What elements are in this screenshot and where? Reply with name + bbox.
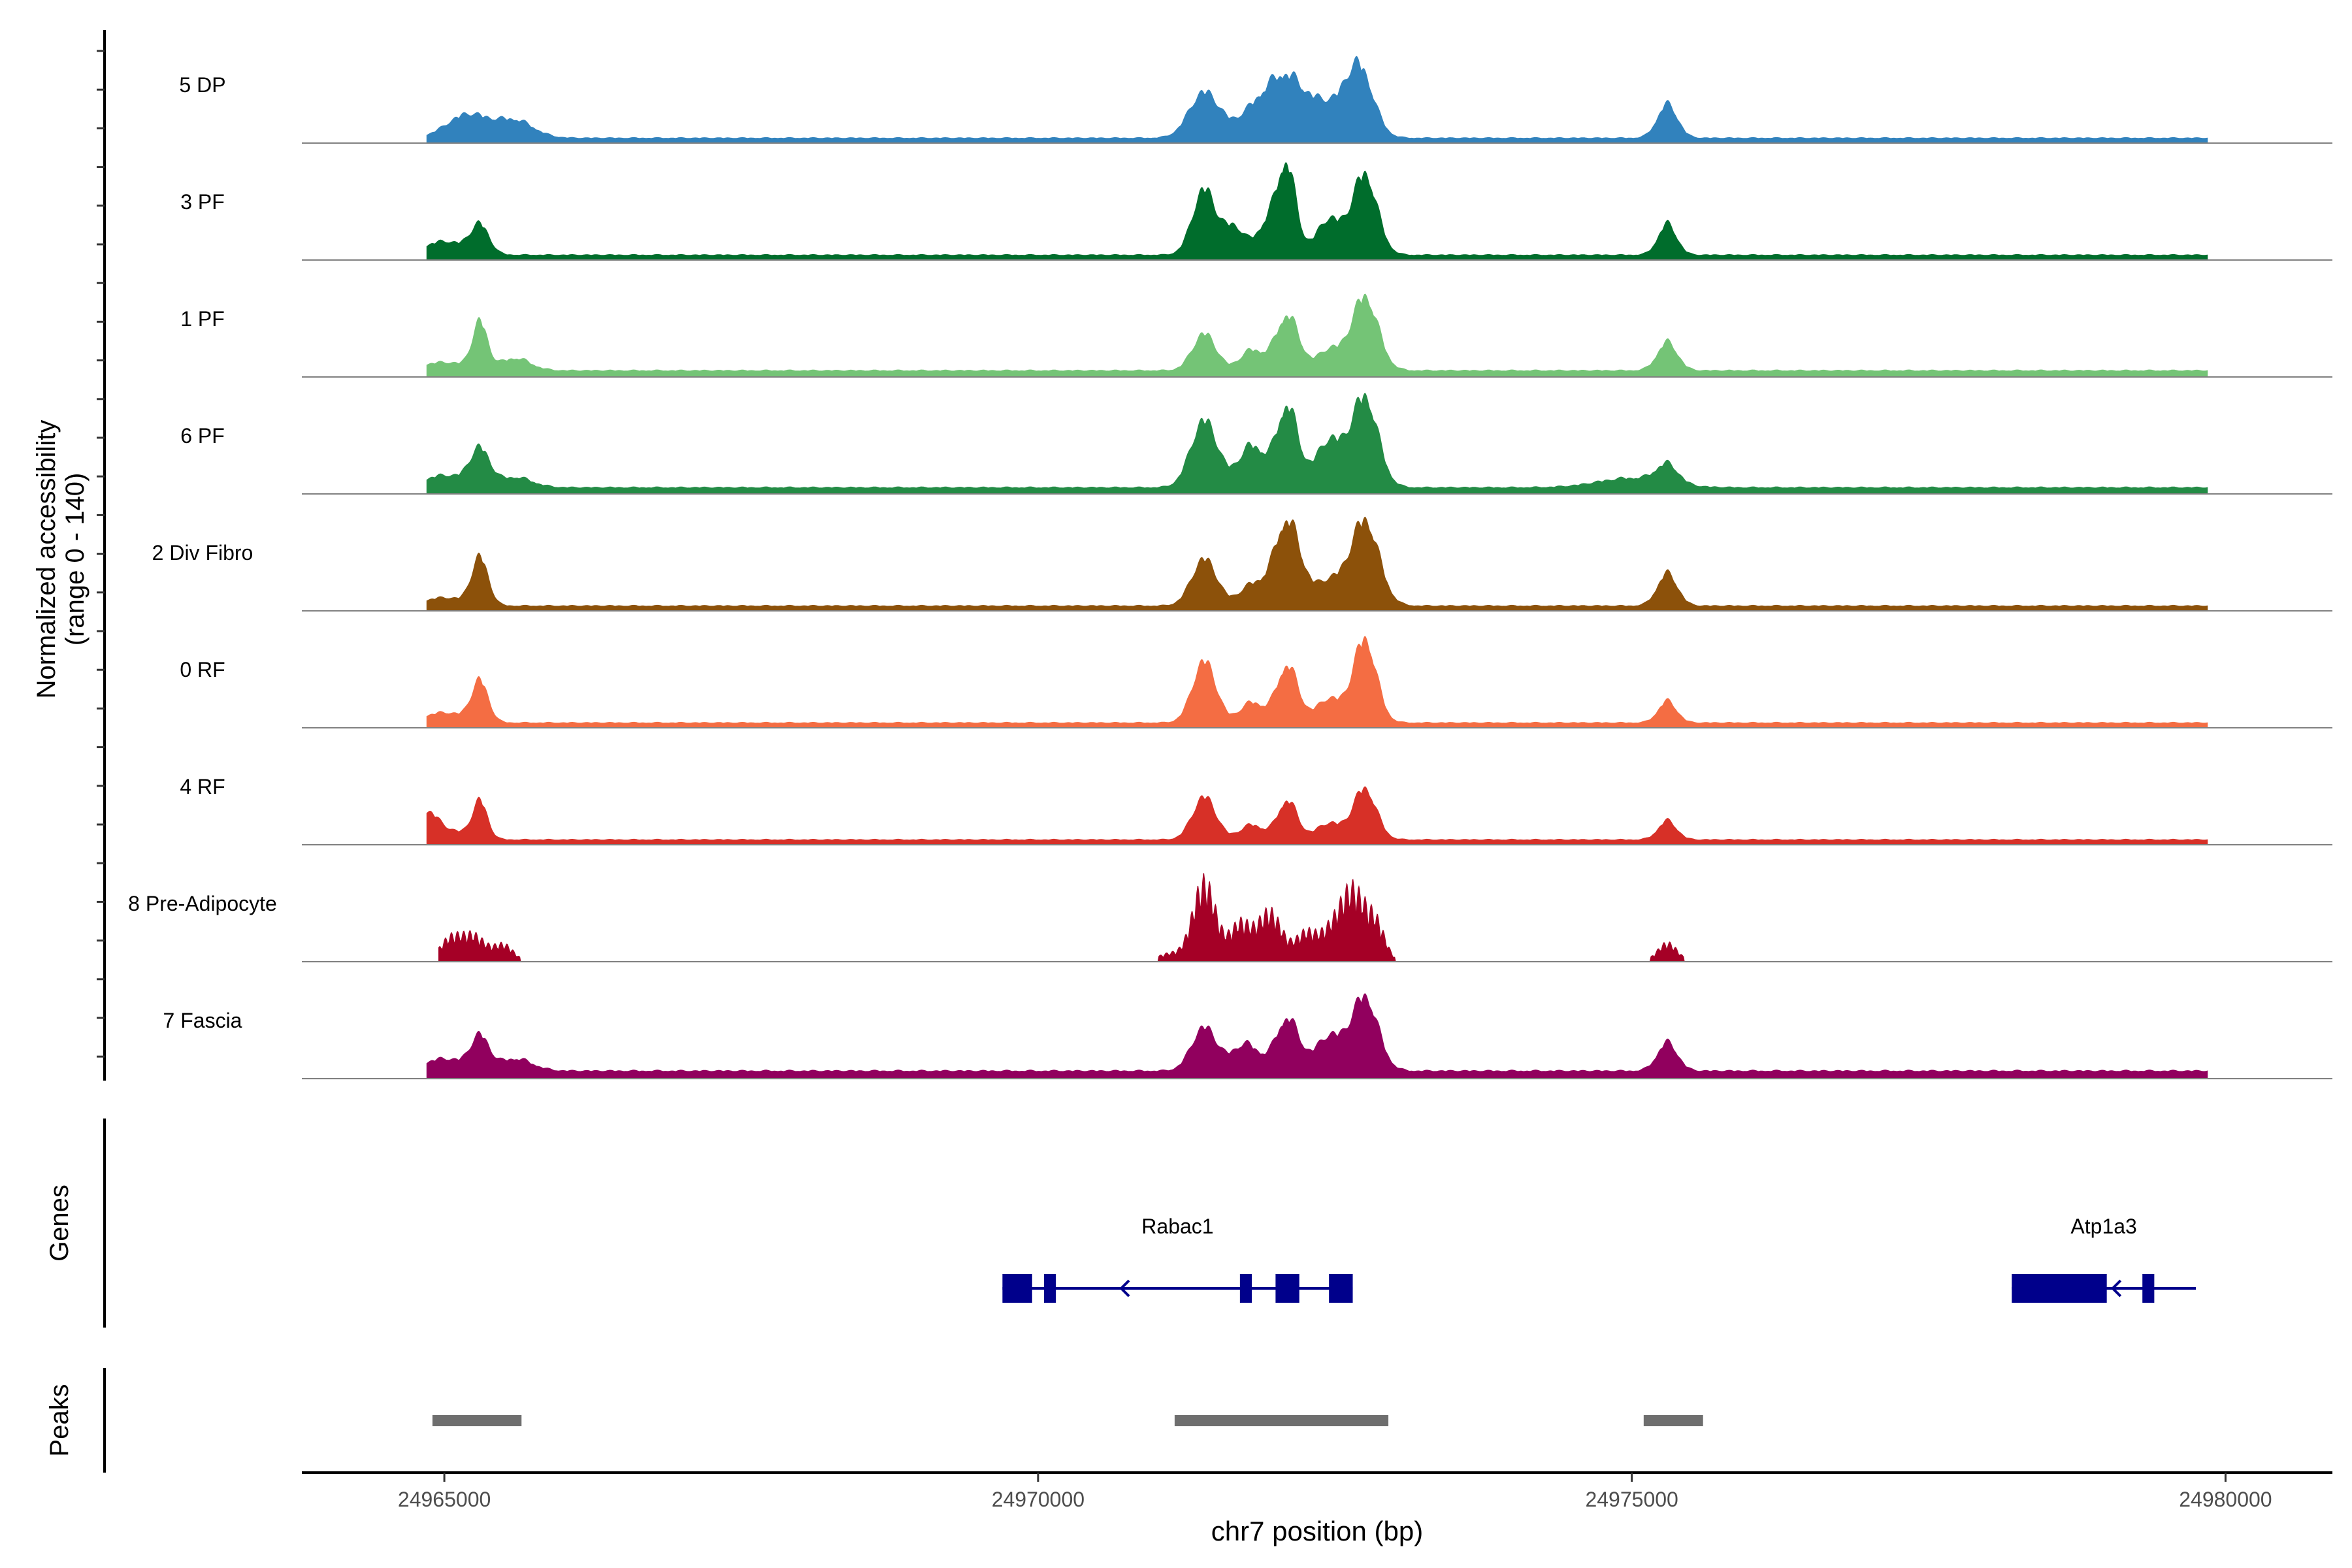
track-8: 8 Pre-Adipocyte: [128, 873, 2332, 962]
track-3: 1 PF: [180, 293, 2332, 378]
gene-exon: [1043, 1274, 1056, 1303]
strand-arrow: [1119, 1279, 1130, 1298]
genes-panel: Rabac1 Atp1a3: [1002, 1215, 2196, 1303]
track-label: 4 RF: [180, 775, 225, 798]
track-y-axis: [97, 30, 106, 1081]
track-5: 2 Div Fibro: [152, 516, 2332, 612]
coverage-tracks: 5 DP 3 PF 1 PF 6 PF 2 Div Fibro 0 RF 4 RF 8 Pre…: [128, 56, 2332, 1079]
coverage-area: [426, 516, 2208, 611]
gene-exon: [2142, 1274, 2155, 1303]
y-axis-label-range: (range 0 - 140): [61, 473, 90, 646]
x-tick-label: 24980000: [2179, 1488, 2272, 1511]
x-axis-ticks: 24965000 24970000 24975000 24980000: [398, 1473, 2272, 1511]
coverage-area: [438, 873, 2131, 962]
track-label: 1 PF: [180, 307, 225, 331]
track-9: 7 Fascia: [163, 993, 2332, 1079]
gene-exon: [1329, 1274, 1353, 1303]
track-label: 0 RF: [180, 658, 225, 681]
gene-label: Atp1a3: [2070, 1215, 2136, 1238]
track-6: 0 RF: [180, 636, 2332, 728]
x-tick-label: 24965000: [398, 1488, 491, 1511]
track-label: 6 PF: [180, 424, 225, 448]
track-label: 5 DP: [179, 73, 225, 97]
coverage-area: [426, 56, 2208, 143]
coverage-area: [426, 162, 2208, 260]
x-tick-label: 24970000: [992, 1488, 1085, 1511]
gene-exon: [1275, 1274, 1299, 1303]
track-2: 3 PF: [180, 162, 2332, 261]
peak-bar: [1643, 1415, 1703, 1426]
track-label: 2 Div Fibro: [152, 541, 253, 564]
gene-exon: [2012, 1274, 2107, 1303]
strand-arrow: [2110, 1279, 2122, 1298]
genes-panel-label: Genes: [45, 1184, 74, 1262]
track-label: 3 PF: [180, 190, 225, 214]
peaks-panel-label: Peaks: [45, 1384, 74, 1456]
gene-label: Rabac1: [1141, 1215, 1213, 1238]
gene-atp1a3: Atp1a3: [2012, 1215, 2196, 1303]
x-axis-label: chr7 position (bp): [1211, 1516, 1424, 1546]
track-1: 5 DP: [179, 56, 2332, 144]
gene-exon: [1239, 1274, 1252, 1303]
gene-exon: [1002, 1274, 1032, 1303]
track-label: 7 Fascia: [163, 1009, 242, 1032]
track-4: 6 PF: [180, 393, 2332, 495]
coverage-area: [426, 786, 2208, 845]
peak-bar: [432, 1415, 522, 1426]
coverage-area: [426, 636, 2208, 728]
coverage-area: [426, 993, 2208, 1079]
peak-bar: [1174, 1415, 1389, 1426]
x-tick-label: 24975000: [1585, 1488, 1678, 1511]
coverage-area: [426, 293, 2208, 377]
coverage-area: [426, 393, 2208, 494]
y-axis-label: Normalized accessibility: [32, 420, 61, 699]
track-7: 4 RF: [180, 775, 2332, 845]
gene-rabac1: Rabac1: [1002, 1215, 1353, 1303]
peaks-panel: [432, 1415, 1703, 1426]
track-label: 8 Pre-Adipocyte: [128, 892, 277, 915]
